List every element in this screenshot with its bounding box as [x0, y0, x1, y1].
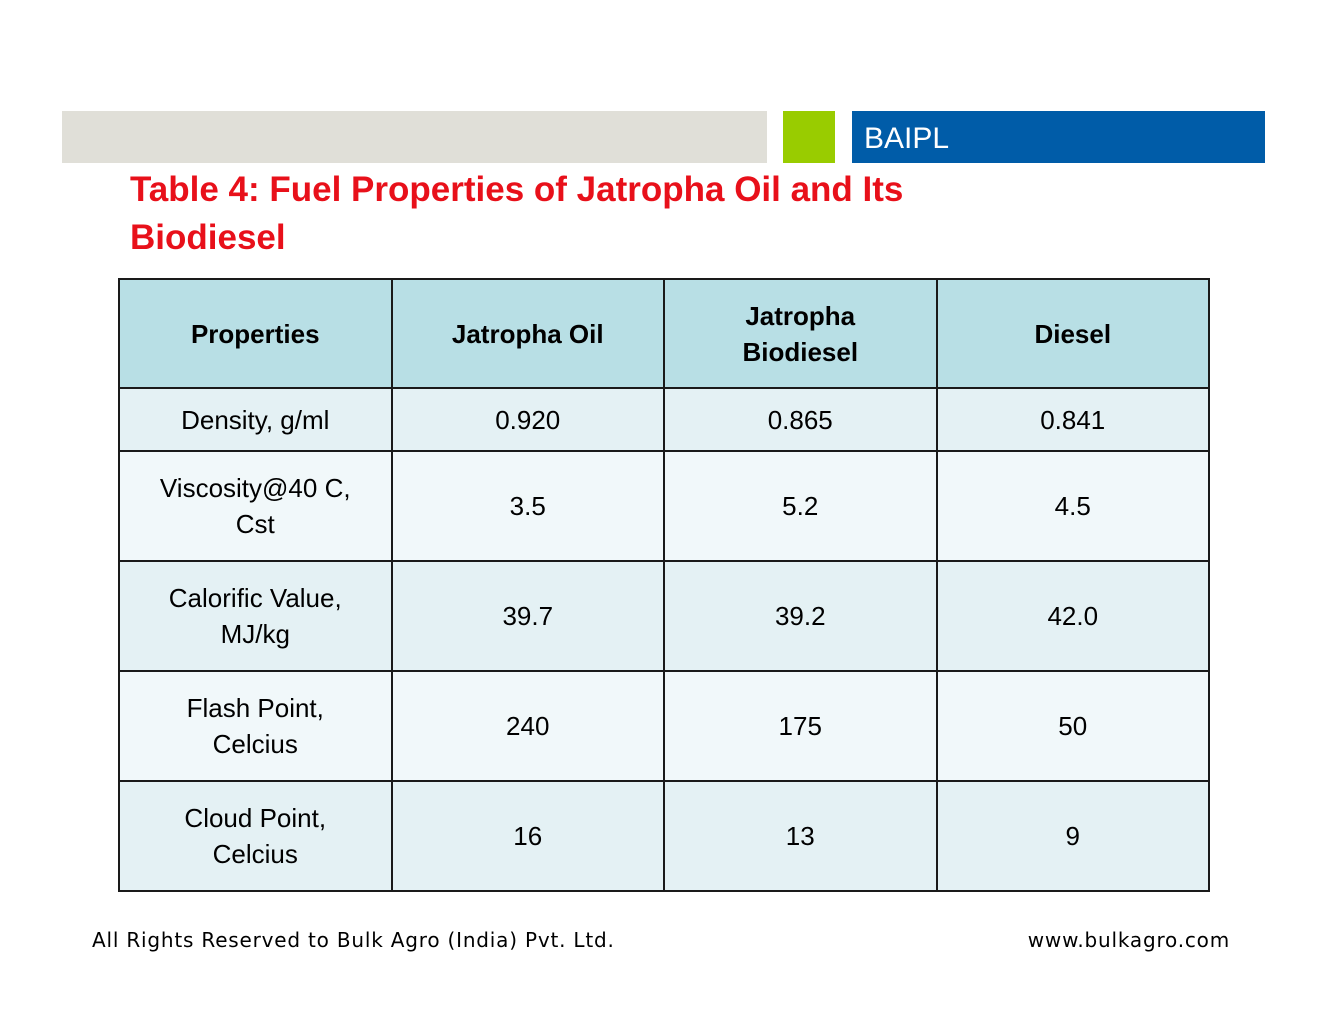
table-cell: 9 — [935, 780, 1210, 892]
row-label: Flash Point, Celcius — [118, 670, 393, 782]
cell-text: 50 — [1058, 711, 1088, 741]
cell-text: Jatropha Oil — [451, 318, 604, 349]
cell-text: Cloud Point, Celcius — [184, 803, 327, 869]
footer-copyright: All Rights Reserved to Bulk Agro (India)… — [92, 928, 615, 952]
table-cell: 175 — [663, 670, 938, 782]
slide-title: Table 4: Fuel Properties of Jatropha Oil… — [130, 170, 904, 257]
cell-text: Diesel — [1034, 318, 1112, 349]
cell-text: 42.0 — [1047, 601, 1099, 631]
cell-text: Density, g/ml — [181, 404, 330, 435]
cell-text: 0.920 — [495, 404, 561, 435]
row-label: Density, g/ml — [118, 387, 393, 452]
cell-text: 3.5 — [509, 491, 546, 521]
table-cell: 39.2 — [663, 560, 938, 672]
header-row: Properties Jatropha Oil Jatropha Biodiesel… — [118, 278, 1210, 389]
table-cell: 0.841 — [935, 387, 1210, 452]
cell-text: Calorific Value, MJ/kg — [168, 583, 342, 649]
cell-text: 240 — [506, 711, 550, 741]
table-cell: 50 — [935, 670, 1210, 782]
table-cell: 16 — [390, 780, 665, 892]
table-cell: 0.865 — [663, 387, 938, 452]
column-header: Diesel — [935, 278, 1210, 389]
row-label: Calorific Value, MJ/kg — [118, 560, 393, 672]
table-cell: 240 — [390, 670, 665, 782]
table-cell: 39.7 — [390, 560, 665, 672]
cell-text: Properties — [190, 318, 320, 349]
column-header: Jatropha Biodiesel — [663, 278, 938, 389]
table-cell: 42.0 — [935, 560, 1210, 672]
row-label: Cloud Point, Celcius — [118, 780, 393, 892]
table-cell: 5.2 — [663, 450, 938, 562]
table-row: Density, g/ml 0.920 0.865 0.841 — [118, 387, 1210, 452]
table-row: Calorific Value, MJ/kg 39.7 39.2 42.0 — [118, 560, 1210, 672]
column-header: Properties — [118, 278, 393, 389]
cell-text: 4.5 — [1054, 491, 1091, 521]
cell-text: Jatropha Biodiesel — [742, 300, 859, 367]
cell-text: 5.2 — [782, 491, 819, 521]
cell-text: Viscosity@40 C, Cst — [159, 473, 351, 539]
cell-text: 39.2 — [774, 601, 826, 631]
cell-text: 9 — [1065, 821, 1080, 851]
header-green-square — [783, 111, 835, 163]
cell-text: 16 — [513, 821, 543, 851]
table-cell: 3.5 — [390, 450, 665, 562]
table-row: Cloud Point, Celcius 16 13 9 — [118, 780, 1210, 892]
header-gray-bar — [62, 111, 767, 163]
cell-text: 13 — [785, 821, 815, 851]
cell-text: 0.841 — [1040, 404, 1106, 435]
data-table: Properties Jatropha Oil Jatropha Biodiesel… — [118, 278, 1210, 892]
table-cell: 4.5 — [935, 450, 1210, 562]
table-cell: 13 — [663, 780, 938, 892]
table-row: Flash Point, Celcius 240 175 50 — [118, 670, 1210, 782]
cell-text: Flash Point, Celcius — [186, 693, 324, 759]
row-label: Viscosity@40 C, Cst — [118, 450, 393, 562]
cell-text: 39.7 — [502, 601, 554, 631]
cell-text: 0.865 — [767, 404, 833, 435]
header-brand: BAIPL — [852, 111, 1265, 163]
column-header: Jatropha Oil — [390, 278, 665, 389]
footer-website: www.bulkagro.com — [1027, 928, 1230, 952]
table-row: Viscosity@40 C, Cst 3.5 5.2 4.5 — [118, 450, 1210, 562]
table-cell: 0.920 — [390, 387, 665, 452]
cell-text: 175 — [778, 711, 822, 741]
